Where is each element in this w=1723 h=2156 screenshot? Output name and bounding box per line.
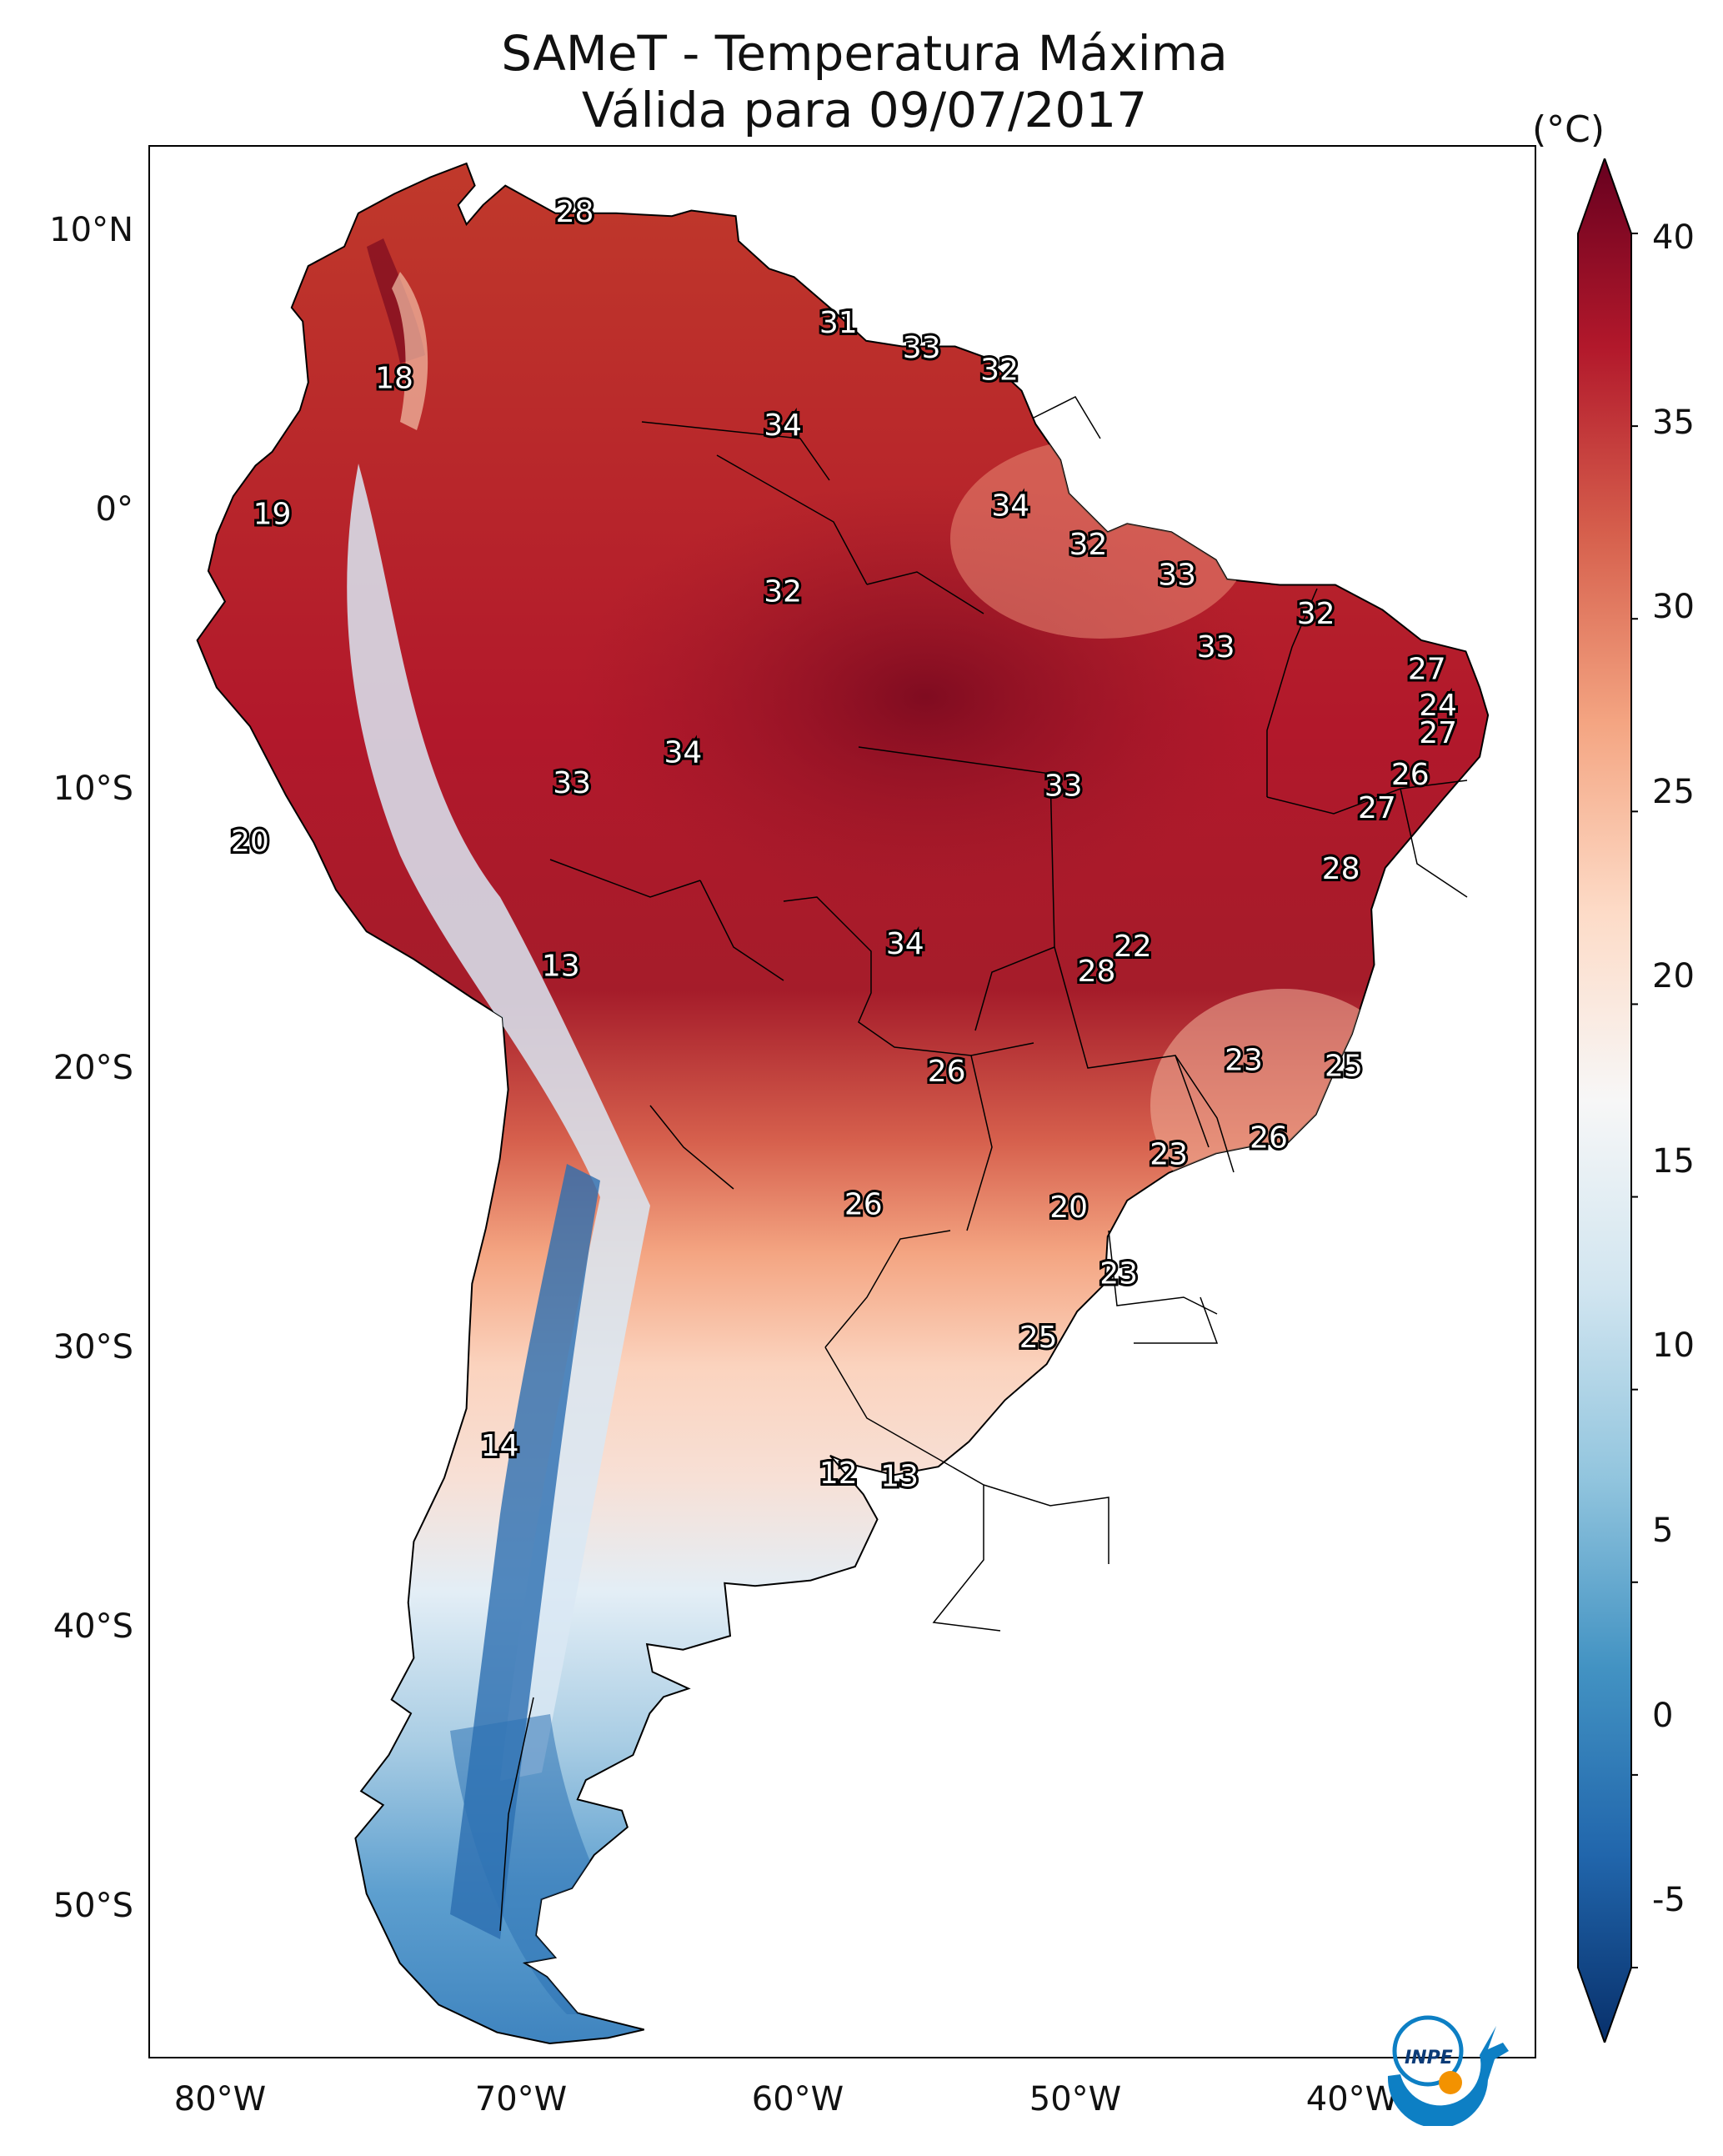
contour-label: 23 (1150, 1138, 1188, 1172)
country-borders (499, 396, 1468, 1932)
contour-label: 27 (1358, 791, 1396, 825)
lon-tick-40w: 40°W (1305, 2080, 1399, 2118)
lat-tick-40s: 40°S (53, 1607, 133, 1646)
lon-tick-50w: 50°W (1029, 2080, 1122, 2118)
contour-label: 28 (1322, 852, 1360, 886)
colorbar-label-40: 40 (1652, 218, 1695, 257)
contour-label: 25 (1325, 1049, 1363, 1083)
colorbar (1577, 158, 1638, 2043)
contour-label: 32 (1069, 528, 1108, 562)
lon-tick-70w: 70°W (474, 2080, 568, 2118)
contour-label: 20 (231, 825, 269, 859)
contour-label: 33 (1197, 630, 1235, 664)
contour-label: 34 (664, 735, 702, 770)
lon-tick-60w: 60°W (751, 2080, 844, 2118)
contour-label: 23 (1225, 1044, 1263, 1078)
contour-label: 26 (1250, 1121, 1288, 1156)
contour-label: 25 (1019, 1321, 1058, 1355)
contour-label: 32 (764, 575, 802, 609)
colorbar-label-20: 20 (1652, 957, 1695, 995)
colorbar-body (1577, 158, 1632, 2043)
contour-label: 22 (1114, 930, 1152, 964)
contour-label: 26 (1391, 758, 1430, 792)
contour-label: 33 (1158, 559, 1196, 593)
colorbar-label-5: 5 (1652, 1512, 1674, 1550)
colorbar-label-35: 35 (1652, 404, 1695, 442)
contour-label: 32 (1297, 597, 1335, 631)
contour-label: 26 (928, 1055, 966, 1089)
colorbar-label-30: 30 (1652, 588, 1695, 626)
title-line-2: Válida para 09/07/2017 (581, 82, 1148, 138)
logo-text: INPE (1405, 2048, 1453, 2068)
contour-label: 34 (991, 489, 1029, 523)
lat-tick-10s: 10°S (53, 770, 133, 808)
map-panel: 28 18 19 31 33 32 34 34 32 32 33 32 33 27 24 27 26 27 28 34… (148, 145, 1536, 2058)
title-line-1: SAMeT - Temperatura Máxima (501, 25, 1228, 82)
contour-label: 13 (542, 950, 580, 984)
contour-label: 27 (1419, 716, 1457, 750)
lat-tick-20s: 20°S (53, 1049, 133, 1087)
colorbar-label-15: 15 (1652, 1142, 1695, 1181)
contour-label: 34 (764, 409, 802, 443)
contour-label: 33 (1044, 769, 1083, 803)
contour-label: 20 (1049, 1191, 1088, 1225)
contour-label: 33 (553, 766, 591, 800)
colorbar-label-25: 25 (1652, 773, 1695, 811)
colorbar-unit: (°C) (1532, 108, 1605, 151)
colorbar-label-10: 10 (1652, 1326, 1695, 1365)
inpe-logo: INPE (1387, 2015, 1509, 2126)
contour-label: 18 (375, 361, 413, 395)
contour-label: 34 (886, 927, 924, 961)
contour-label: 12 (819, 1457, 858, 1491)
contour-label: 28 (1078, 955, 1116, 989)
contour-label: 13 (880, 1460, 919, 1494)
contour-label: 26 (844, 1188, 883, 1222)
lon-tick-80w: 80°W (173, 2080, 267, 2118)
contour-label: 14 (481, 1429, 519, 1463)
contour-label: 23 (1099, 1257, 1138, 1291)
contour-label: 33 (903, 331, 941, 365)
lat-tick-30s: 30°S (53, 1328, 133, 1366)
contour-label: 32 (980, 353, 1019, 387)
colorbar-label-0: 0 (1652, 1697, 1674, 1735)
lat-tick-50s: 50°S (53, 1887, 133, 1925)
lat-tick-0: 0° (95, 490, 133, 529)
contour-label: 31 (819, 306, 858, 340)
contour-label: 28 (556, 195, 594, 229)
colorbar-label-minus5: -5 (1652, 1881, 1685, 1919)
contour-label: 24 (1419, 689, 1457, 723)
contour-label: 27 (1408, 653, 1446, 687)
contour-label: 19 (253, 497, 292, 531)
lat-tick-10n: 10°N (49, 211, 133, 249)
